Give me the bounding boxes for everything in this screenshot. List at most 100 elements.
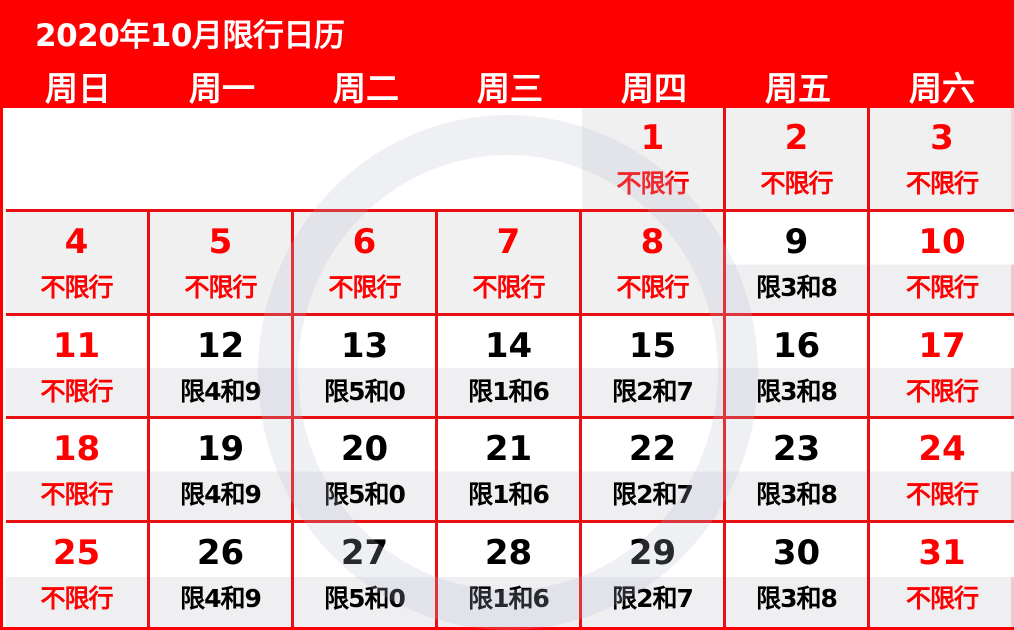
restriction-label: 限2和7 <box>612 584 694 614</box>
day-cell: 30 限3和8 <box>726 523 870 627</box>
weekday-wed: 周三 <box>477 69 543 108</box>
day-cell: 22 限2和7 <box>582 419 726 524</box>
day-cell: 16 限3和8 <box>726 315 870 420</box>
day-cell: 29 限2和7 <box>582 523 726 627</box>
day-cell: 14 限1和6 <box>438 315 582 420</box>
restriction-label: 限5和0 <box>324 584 406 614</box>
day-cell: 24 不限行 <box>870 419 1014 524</box>
day-number: 18 <box>52 429 101 470</box>
day-number: 2 <box>784 118 809 158</box>
restriction-label: 不限行 <box>40 480 113 510</box>
calendar-header: 2020年10月限行日历 周日 周一 周二 周三 周四 周五 周六 <box>3 0 1014 108</box>
day-number: 27 <box>340 533 389 574</box>
day-cell: 8 不限行 <box>582 211 726 316</box>
restriction-label: 限3和8 <box>756 584 838 614</box>
day-cell: 1 不限行 <box>582 108 726 212</box>
day-number: 28 <box>484 533 533 574</box>
day-cell: 27 限5和0 <box>294 523 438 627</box>
day-number: 23 <box>772 429 821 470</box>
empty-cells <box>6 108 582 212</box>
day-number: 5 <box>208 221 233 262</box>
restriction-label: 不限行 <box>40 376 113 406</box>
restriction-label: 限4和9 <box>180 480 262 510</box>
day-number: 19 <box>196 429 245 470</box>
restriction-label: 不限行 <box>328 272 401 302</box>
day-cell: 21 限1和6 <box>438 419 582 524</box>
day-cell: 6 不限行 <box>294 211 438 316</box>
restriction-label: 不限行 <box>616 169 689 198</box>
restriction-label: 不限行 <box>905 376 979 406</box>
weekday-fri: 周五 <box>765 69 831 108</box>
day-cell: 2 不限行 <box>726 108 870 212</box>
day-cell: 17 不限行 <box>870 315 1014 420</box>
day-number: 24 <box>918 429 966 470</box>
day-number: 4 <box>64 221 89 262</box>
restriction-label: 不限行 <box>616 272 689 302</box>
day-grid: 1 不限行 2 不限行 3 不限行 4 不限行 5 不限行 6 不限行 7 不限行 8 不限行 9 限3和8 10 不… <box>6 108 1014 627</box>
restriction-label: 不限行 <box>472 272 545 302</box>
day-cell: 18 不限行 <box>6 419 150 524</box>
restriction-label: 限2和7 <box>612 480 694 510</box>
day-number: 16 <box>772 325 821 366</box>
day-cell: 12 限4和9 <box>150 315 294 420</box>
restriction-label: 限5和0 <box>324 480 406 510</box>
restriction-label: 限3和8 <box>756 480 838 510</box>
day-number: 6 <box>352 221 377 262</box>
day-cell: 10 不限行 <box>870 211 1014 316</box>
weekday-mon: 周一 <box>189 69 255 108</box>
restriction-label: 限1和6 <box>468 584 550 614</box>
restriction-label: 限1和6 <box>468 376 550 406</box>
day-number: 7 <box>496 221 521 262</box>
day-cell: 11 不限行 <box>6 315 150 420</box>
day-cell: 9 限3和8 <box>726 211 870 316</box>
day-number: 1 <box>640 118 665 158</box>
day-number: 20 <box>340 429 389 470</box>
day-cell: 28 限1和6 <box>438 523 582 627</box>
day-cell: 13 限5和0 <box>294 315 438 420</box>
day-number: 8 <box>640 221 665 262</box>
restriction-label: 不限行 <box>905 169 979 198</box>
day-number: 31 <box>918 533 966 574</box>
day-number: 15 <box>628 325 677 366</box>
restriction-label: 不限行 <box>40 584 113 614</box>
restriction-label: 限5和0 <box>324 376 406 406</box>
day-cell: 20 限5和0 <box>294 419 438 524</box>
restriction-label: 限1和6 <box>468 480 550 510</box>
day-number: 17 <box>918 325 966 366</box>
day-cell: 4 不限行 <box>6 211 150 316</box>
restriction-label: 不限行 <box>184 272 257 302</box>
day-number: 12 <box>196 325 245 366</box>
restriction-label: 不限行 <box>905 480 979 510</box>
day-cell: 5 不限行 <box>150 211 294 316</box>
restriction-label: 不限行 <box>40 272 113 302</box>
restriction-label: 不限行 <box>905 584 979 614</box>
day-number: 10 <box>918 221 966 262</box>
day-cell: 3 不限行 <box>870 108 1014 212</box>
day-cell: 26 限4和9 <box>150 523 294 627</box>
restriction-label: 限4和9 <box>180 584 262 614</box>
day-cell: 15 限2和7 <box>582 315 726 420</box>
restriction-label: 限3和8 <box>756 376 838 406</box>
restriction-label: 限3和8 <box>756 272 838 302</box>
day-number: 9 <box>784 221 809 262</box>
day-number: 22 <box>628 429 677 470</box>
day-number: 30 <box>772 533 821 574</box>
day-number: 29 <box>628 533 677 574</box>
day-cell: 25 不限行 <box>6 523 150 627</box>
day-cell: 23 限3和8 <box>726 419 870 524</box>
day-number: 26 <box>196 533 245 574</box>
day-cell: 31 不限行 <box>870 523 1014 627</box>
day-number: 3 <box>930 118 954 158</box>
page-title: 2020年10月限行日历 <box>35 18 345 54</box>
restriction-label: 不限行 <box>760 169 833 198</box>
day-number: 11 <box>52 325 101 366</box>
day-number: 13 <box>340 325 389 366</box>
weekday-sat: 周六 <box>909 69 975 108</box>
weekday-sun: 周日 <box>45 69 111 108</box>
restriction-label: 不限行 <box>905 272 979 302</box>
day-number: 25 <box>52 533 101 574</box>
weekday-tue: 周二 <box>333 69 399 108</box>
restriction-label: 限4和9 <box>180 376 262 406</box>
day-cell: 19 限4和9 <box>150 419 294 524</box>
